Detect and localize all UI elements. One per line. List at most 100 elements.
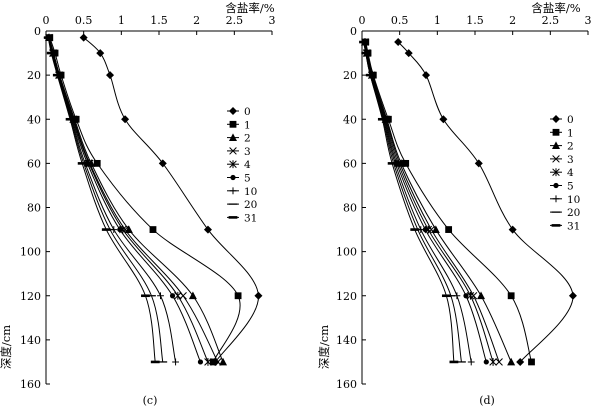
data-point-plus xyxy=(172,358,179,366)
data-point-plus xyxy=(467,358,475,366)
series-line xyxy=(363,41,462,363)
legend-item-3: 3 xyxy=(227,146,251,158)
x-tick-label: 2 xyxy=(193,14,200,27)
legend-item-10: 10 xyxy=(227,186,257,198)
data-point-bar xyxy=(150,360,160,364)
legend-label: 5 xyxy=(244,173,251,185)
data-point-diamond xyxy=(508,225,517,234)
y-tick-label: 0 xyxy=(350,25,357,38)
legend-marker-triangle xyxy=(552,141,560,149)
legend-item-1: 1 xyxy=(550,127,574,139)
data-point-bar xyxy=(361,51,371,55)
data-point-bar xyxy=(387,162,397,165)
data-point-diamond xyxy=(394,38,403,47)
series-31 xyxy=(43,36,160,364)
series-0 xyxy=(394,38,577,366)
y-tick-label: 140 xyxy=(20,334,41,347)
data-point-bar xyxy=(65,117,75,121)
data-point-square xyxy=(149,226,157,233)
legend-marker-x xyxy=(229,147,237,155)
legend-label: 4 xyxy=(567,167,574,179)
y-tick-label: 160 xyxy=(336,378,357,391)
legend-label: 5 xyxy=(567,181,574,193)
legend-marker-bar xyxy=(551,224,561,227)
legend-item-4: 4 xyxy=(227,159,251,171)
data-point-bar xyxy=(52,73,62,77)
legend-item-20: 20 xyxy=(227,199,257,211)
legend-item-2: 2 xyxy=(227,133,251,145)
y-tick-label: 20 xyxy=(27,69,41,82)
legend-marker-star xyxy=(229,160,237,169)
y-axis-title: 深度/cm xyxy=(0,325,13,369)
x-axis-title: 含盐率/% xyxy=(531,1,580,15)
data-point-diamond xyxy=(79,33,88,42)
data-point-bar xyxy=(441,294,451,298)
data-point-bar xyxy=(359,40,368,44)
data-point-square xyxy=(93,159,101,167)
data-point-star xyxy=(489,358,497,366)
legend-item-5: 5 xyxy=(550,181,574,193)
data-point-circle xyxy=(197,359,204,365)
legend-marker-diamond xyxy=(229,107,237,115)
legend-item-3: 3 xyxy=(550,154,574,166)
series-line xyxy=(365,41,532,363)
data-point-triangle xyxy=(477,291,486,300)
y-tick-label: 60 xyxy=(343,157,357,170)
x-tick-label: 2 xyxy=(509,14,516,27)
data-point-square xyxy=(234,292,242,300)
data-point-diamond xyxy=(254,291,263,300)
data-point-bar xyxy=(410,228,420,231)
legend-label: 1 xyxy=(244,119,251,131)
series-5 xyxy=(361,39,489,365)
x-axis-title: 含盐率/% xyxy=(225,1,274,15)
data-point-square xyxy=(528,358,535,366)
series-line xyxy=(48,37,224,363)
y-tick-label: 40 xyxy=(27,113,41,126)
legend-label: 10 xyxy=(567,194,580,206)
data-point-circle xyxy=(169,293,176,299)
data-point-diamond xyxy=(203,225,212,234)
x-tick-label: 0 xyxy=(359,14,366,27)
x-tick-label: 1 xyxy=(118,14,125,27)
y-tick-label: 40 xyxy=(343,113,357,126)
legend-marker-plus xyxy=(552,195,560,203)
legend-marker-triangle xyxy=(229,133,237,141)
legend-marker-x xyxy=(552,155,560,163)
y-tick-label: 160 xyxy=(20,378,41,391)
series-2 xyxy=(45,33,228,366)
data-point-circle xyxy=(117,226,123,233)
legend-item-4: 4 xyxy=(550,167,574,179)
legend-item-31: 31 xyxy=(227,212,257,224)
y-axis-title: 深度/cm xyxy=(317,325,331,369)
data-point-x xyxy=(214,358,222,366)
legend-item-1: 1 xyxy=(227,119,251,131)
data-point-triangle xyxy=(219,357,228,366)
legend-item-31: 31 xyxy=(550,220,580,232)
x-tick-label: 1.5 xyxy=(150,14,168,27)
panel-label: (d) xyxy=(479,394,495,407)
legend-marker-plus xyxy=(229,187,237,195)
series-line xyxy=(363,41,487,363)
legend-label: 20 xyxy=(567,207,580,219)
data-point-square xyxy=(209,358,217,366)
data-point-square xyxy=(507,292,515,300)
y-tick-label: 120 xyxy=(336,290,357,303)
legend-label: 10 xyxy=(244,186,257,198)
x-tick-label: 3 xyxy=(585,14,592,27)
y-tick-label: 20 xyxy=(343,69,357,82)
series-1 xyxy=(362,38,535,366)
data-point-plus xyxy=(157,292,164,300)
legend-label: 1 xyxy=(567,127,574,139)
data-point-triangle xyxy=(188,291,197,300)
data-point-diamond xyxy=(516,357,525,366)
legend-label: 2 xyxy=(567,141,574,153)
legend-marker-diamond xyxy=(552,115,560,123)
data-point-bar xyxy=(46,51,56,55)
panel-label: (c) xyxy=(143,394,158,407)
series-line xyxy=(397,41,574,363)
panel-c: 0 0.5 1 1.5 2 2.5 3020406080100120140160含盐率/%深… xyxy=(0,1,276,407)
legend-item-10: 10 xyxy=(550,194,580,206)
y-tick-label: 80 xyxy=(343,202,357,215)
x-tick-label: 1 xyxy=(434,14,441,27)
